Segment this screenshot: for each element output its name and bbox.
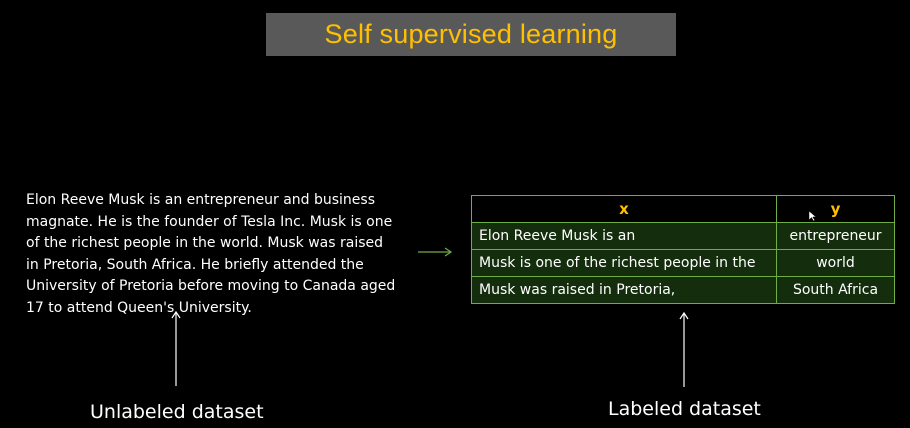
labeled-caption: Labeled dataset bbox=[608, 398, 761, 420]
arrow-up-icon bbox=[171, 310, 181, 386]
paragraph-line: magnate. He is the founder of Tesla Inc.… bbox=[26, 213, 393, 230]
table-header-row: x y bbox=[470, 195, 895, 223]
cell-x: Elon Reeve Musk is an bbox=[470, 222, 778, 250]
cell-x: Musk was raised in Pretoria, bbox=[470, 276, 778, 304]
header-y: y bbox=[776, 195, 895, 223]
cell-y: world bbox=[776, 249, 895, 277]
cell-y: entrepreneur bbox=[776, 222, 895, 250]
slide-title: Self supervised learning bbox=[324, 19, 618, 49]
unlabeled-paragraph: Elon Reeve Musk is an entrepreneur and b… bbox=[26, 190, 416, 319]
arrow-up-icon bbox=[679, 311, 689, 387]
unlabeled-caption: Unlabeled dataset bbox=[90, 401, 264, 423]
title-box: Self supervised learning bbox=[266, 13, 676, 56]
arrow-right-icon bbox=[418, 247, 453, 257]
mouse-cursor-icon bbox=[809, 211, 817, 221]
table-row: Musk is one of the richest people in the… bbox=[470, 249, 895, 277]
paragraph-line: 17 to attend Queen's University. bbox=[26, 299, 252, 316]
cell-x: Musk is one of the richest people in the bbox=[470, 249, 778, 277]
header-x: x bbox=[470, 195, 778, 223]
paragraph-line: University of Pretoria before moving to … bbox=[26, 278, 396, 294]
paragraph-line: in Pretoria, South Africa. He briefly at… bbox=[26, 256, 364, 273]
table-row: Elon Reeve Musk is an entrepreneur bbox=[470, 222, 895, 250]
paragraph-line: of the richest people in the world. Musk… bbox=[26, 235, 384, 251]
paragraph-line: Elon Reeve Musk is an entrepreneur and b… bbox=[26, 192, 375, 208]
cell-y: South Africa bbox=[776, 276, 895, 304]
labeled-table: x y Elon Reeve Musk is an entrepreneur M… bbox=[470, 195, 895, 304]
table-row: Musk was raised in Pretoria, South Afric… bbox=[470, 276, 895, 304]
